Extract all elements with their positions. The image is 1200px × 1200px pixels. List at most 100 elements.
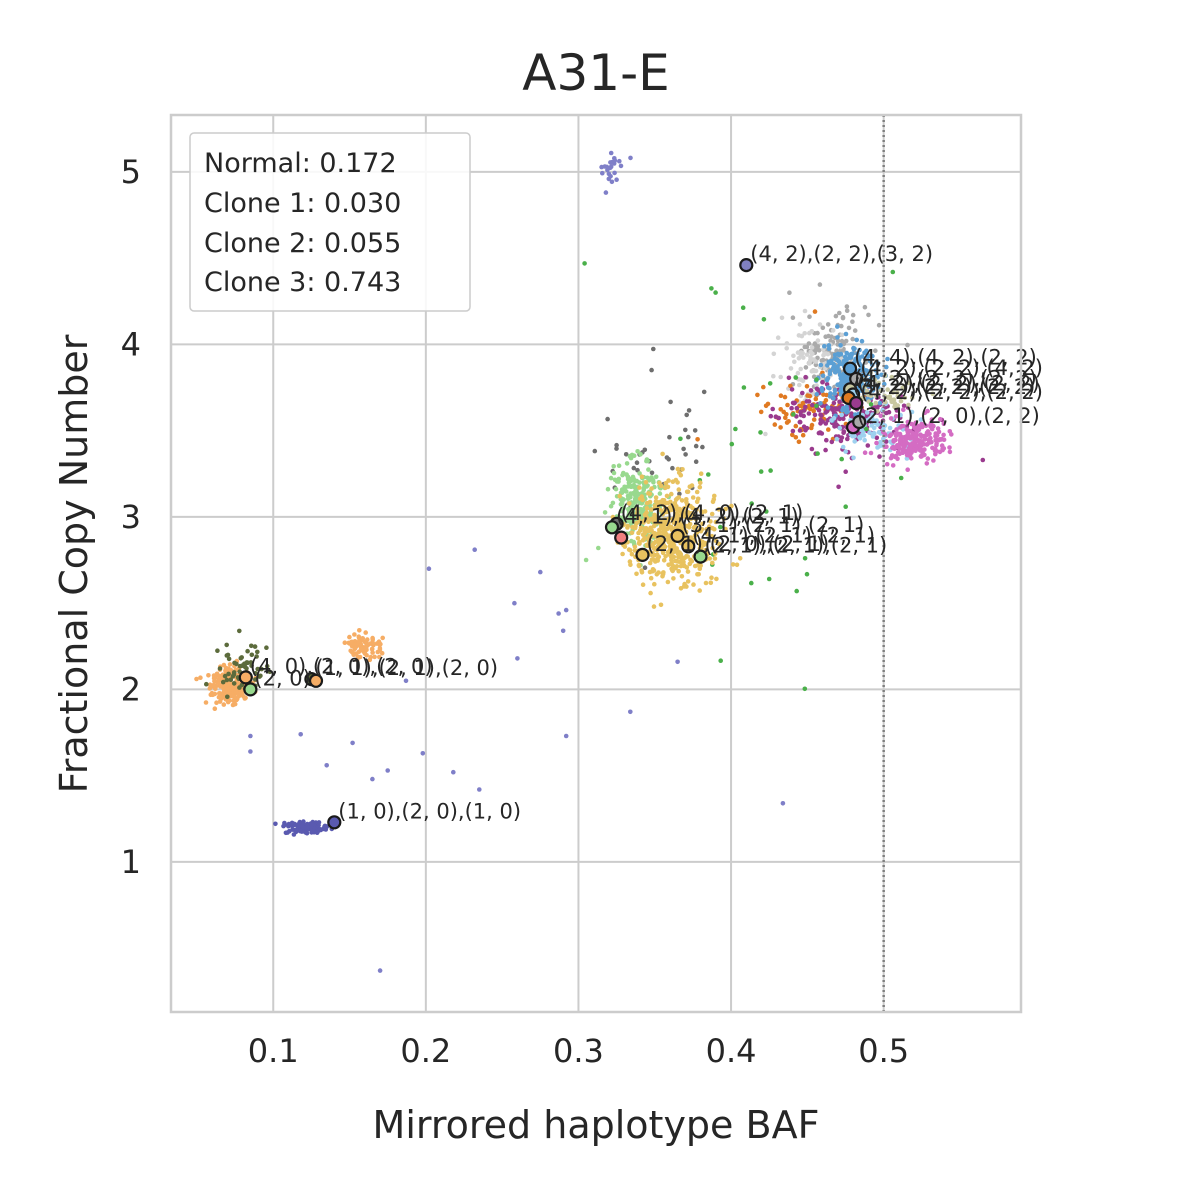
data-point-cluster-11 — [632, 548, 638, 553]
data-point-cluster-9 — [686, 434, 691, 440]
data-point-cluster-13 — [239, 655, 244, 660]
data-point-cluster-9 — [642, 447, 648, 453]
data-point-cluster-6 — [916, 427, 922, 432]
data-point-cluster-11 — [658, 602, 664, 608]
data-point-cluster-9 — [614, 442, 619, 448]
data-point-cluster-9 — [623, 452, 629, 457]
data-point-cluster-3 — [819, 413, 824, 418]
data-point-cluster-12 — [218, 675, 224, 681]
data-point-cluster-0 — [850, 312, 856, 318]
data-point-cluster-11 — [651, 530, 657, 536]
copy-number-marker — [739, 258, 754, 273]
data-point-cluster-11 — [683, 529, 689, 535]
data-point-cluster-4 — [835, 351, 841, 357]
data-point-cluster-8 — [678, 436, 683, 442]
data-point-cluster-11 — [658, 546, 663, 551]
data-point-cluster-3 — [819, 431, 825, 436]
data-point-cluster-11 — [654, 572, 660, 577]
data-point-cluster-4 — [838, 343, 843, 348]
grid-lines — [171, 115, 1021, 1012]
data-point-cluster-15 — [296, 823, 302, 829]
data-point-cluster-9 — [651, 346, 656, 352]
data-point-cluster-3 — [801, 408, 807, 413]
data-point — [563, 607, 569, 613]
data-point-cluster-1 — [763, 431, 768, 437]
data-point-cluster-11 — [723, 506, 728, 512]
data-point-cluster-1 — [811, 368, 817, 374]
data-point — [451, 769, 456, 775]
data-point-cluster-12 — [227, 662, 233, 667]
data-point-cluster-11 — [709, 533, 715, 539]
data-point-cluster-11 — [734, 562, 740, 568]
data-point-cluster-6 — [947, 429, 953, 434]
data-point-cluster-4 — [884, 364, 889, 370]
y-tick-label: 1 — [121, 843, 141, 881]
data-point-cluster-11 — [708, 580, 714, 586]
data-point-cluster-5 — [834, 436, 840, 442]
data-point-cluster-10 — [631, 476, 636, 482]
data-point-cluster-4 — [835, 335, 840, 340]
data-point-cluster-2 — [807, 393, 813, 399]
data-point-cluster-5 — [870, 431, 876, 437]
data-point-cluster-4 — [874, 373, 880, 378]
data-point-cluster-11 — [679, 498, 685, 503]
data-point-cluster-11 — [713, 538, 719, 544]
data-point-cluster-3 — [820, 379, 825, 385]
data-point-cluster-11 — [697, 588, 702, 593]
data-point-cluster-0 — [866, 312, 871, 318]
data-point-cluster-11 — [656, 538, 661, 544]
data-point-cluster-7 — [909, 395, 915, 401]
data-point-cluster-11 — [669, 561, 674, 567]
data-point-cluster-11 — [674, 558, 680, 564]
data-point-cluster-4 — [859, 338, 865, 344]
legend-entry-clone-3: Clone 3: 0.743 — [204, 267, 401, 298]
data-point-cluster-10 — [621, 505, 626, 511]
data-point-cluster-1 — [778, 374, 783, 380]
data-point-cluster-11 — [675, 480, 680, 485]
data-point-cluster-9 — [667, 434, 672, 440]
data-point-cluster-4 — [826, 343, 832, 348]
data-point-cluster-6 — [921, 422, 927, 428]
data-point-cluster-10 — [641, 507, 646, 512]
data-point-cluster-8 — [814, 377, 819, 382]
data-point-cluster-10 — [626, 477, 632, 482]
data-point-cluster-4 — [827, 368, 833, 374]
data-point-cluster-6 — [909, 421, 914, 427]
data-point-cluster-5 — [898, 412, 903, 418]
data-point-cluster-11 — [730, 562, 736, 567]
data-point-cluster-6 — [912, 447, 917, 453]
data-point-cluster-4 — [867, 359, 873, 364]
data-point-cluster-10 — [651, 479, 656, 485]
data-point-cluster-3 — [791, 400, 797, 406]
data-point-cluster-11 — [656, 535, 661, 540]
data-point — [370, 776, 375, 782]
data-point-cluster-11 — [646, 528, 651, 534]
data-point-cluster-10 — [641, 485, 647, 491]
data-point — [426, 566, 432, 571]
data-point-cluster-4 — [865, 383, 871, 389]
data-point-cluster-11 — [695, 562, 701, 568]
data-point-cluster-14 — [342, 640, 348, 645]
data-point-cluster-11 — [737, 556, 743, 561]
data-point-cluster-14 — [356, 634, 362, 639]
data-point-cluster-3 — [800, 390, 805, 396]
data-point-cluster-6 — [890, 445, 895, 451]
data-point-cluster-11 — [694, 507, 699, 512]
copy-number-markers — [238, 258, 867, 830]
data-point-cluster-6 — [928, 420, 934, 426]
data-point-cluster-11 — [626, 547, 632, 552]
data-point-cluster-2 — [807, 406, 813, 412]
data-point-cluster-0 — [873, 348, 878, 354]
data-point-cluster-4 — [854, 358, 859, 363]
data-point — [248, 749, 253, 754]
data-point-cluster-3 — [809, 446, 815, 452]
data-point-cluster-3 — [806, 411, 812, 416]
data-point-cluster-4 — [832, 356, 838, 361]
data-point-cluster-11 — [671, 520, 677, 525]
data-point-cluster-14 — [349, 643, 355, 649]
data-point-cluster-13 — [258, 673, 263, 679]
data-point-cluster-3 — [860, 408, 865, 413]
data-point-cluster-5 — [878, 439, 883, 445]
data-point-cluster-2 — [755, 392, 760, 398]
data-point-cluster-13 — [249, 643, 254, 649]
